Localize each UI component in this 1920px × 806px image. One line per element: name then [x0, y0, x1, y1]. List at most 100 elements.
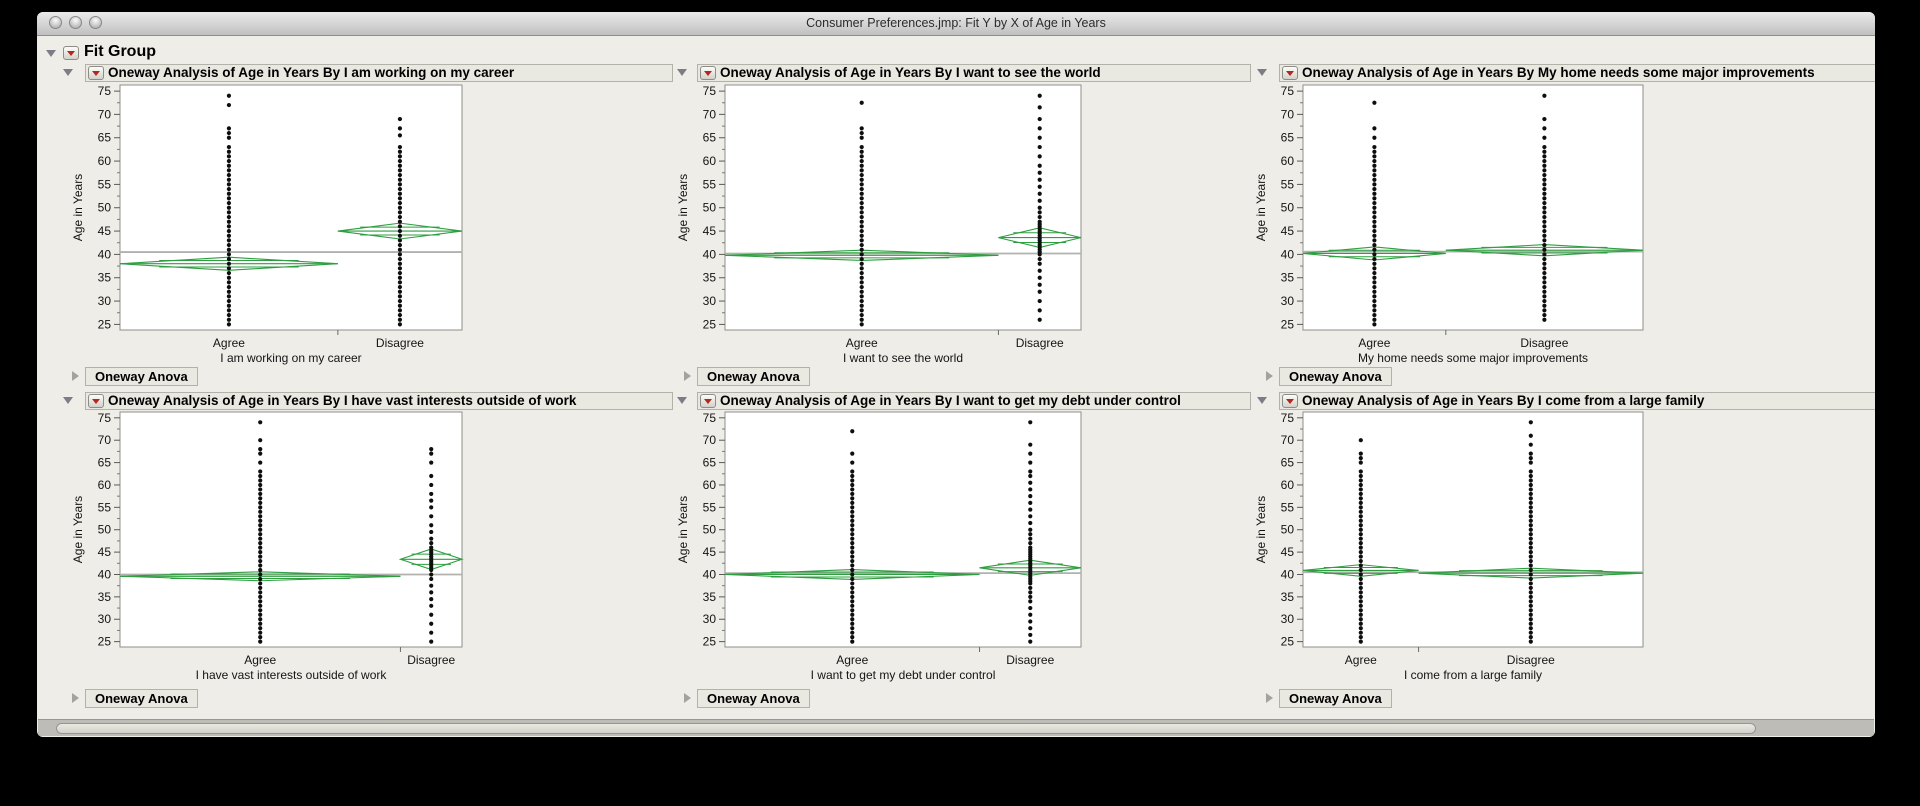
data-point[interactable]	[1528, 487, 1533, 492]
data-point[interactable]	[397, 219, 403, 224]
data-point[interactable]	[429, 545, 434, 550]
data-point[interactable]	[258, 491, 263, 497]
data-point[interactable]	[1028, 619, 1033, 624]
data-point[interactable]	[859, 233, 864, 238]
data-point[interactable]	[850, 541, 855, 546]
data-point[interactable]	[226, 224, 232, 229]
data-point[interactable]	[429, 460, 434, 465]
data-point[interactable]	[226, 317, 232, 322]
data-point[interactable]	[1358, 608, 1363, 613]
data-point[interactable]	[1037, 170, 1042, 175]
data-point[interactable]	[429, 482, 434, 488]
data-point[interactable]	[1372, 233, 1377, 238]
data-point[interactable]	[1028, 527, 1033, 532]
data-point[interactable]	[1372, 312, 1377, 318]
data-point[interactable]	[859, 186, 864, 192]
data-point[interactable]	[429, 590, 434, 595]
data-point[interactable]	[850, 585, 855, 591]
data-point[interactable]	[1528, 500, 1533, 505]
data-point[interactable]	[1028, 480, 1033, 485]
data-point[interactable]	[859, 149, 864, 154]
data-point[interactable]	[850, 500, 855, 505]
data-point[interactable]	[1037, 135, 1042, 140]
data-point[interactable]	[1542, 186, 1547, 192]
data-point[interactable]	[1528, 509, 1533, 514]
data-point[interactable]	[850, 491, 855, 497]
data-point[interactable]	[859, 163, 864, 168]
data-point[interactable]	[397, 182, 403, 187]
data-point[interactable]	[258, 473, 263, 479]
data-point[interactable]	[1528, 473, 1533, 479]
data-point[interactable]	[1037, 105, 1042, 110]
data-point[interactable]	[850, 429, 855, 434]
oneway-anova-header[interactable]: Oneway Anova	[1279, 689, 1392, 708]
data-point[interactable]	[859, 252, 864, 257]
data-point[interactable]	[1372, 280, 1377, 285]
data-point[interactable]	[429, 621, 434, 626]
anova-disclosure-icon[interactable]	[1266, 693, 1273, 703]
horizontal-scrollbar-track[interactable]	[38, 719, 1874, 736]
data-point[interactable]	[1542, 298, 1547, 304]
data-point[interactable]	[1037, 289, 1042, 294]
data-point[interactable]	[1542, 228, 1547, 234]
data-point[interactable]	[1542, 224, 1547, 229]
data-point[interactable]	[1528, 567, 1533, 573]
data-point[interactable]	[1528, 478, 1533, 483]
data-point[interactable]	[859, 154, 864, 159]
data-point[interactable]	[859, 196, 864, 201]
data-point[interactable]	[1528, 590, 1533, 595]
data-point[interactable]	[1358, 563, 1363, 568]
data-point[interactable]	[1372, 149, 1377, 154]
data-point[interactable]	[1358, 491, 1363, 497]
data-point[interactable]	[226, 256, 232, 262]
data-point[interactable]	[397, 233, 403, 238]
data-point[interactable]	[226, 196, 232, 201]
data-point[interactable]	[258, 576, 263, 582]
data-point[interactable]	[1358, 500, 1363, 505]
data-point[interactable]	[397, 126, 403, 131]
data-point[interactable]	[1028, 514, 1033, 519]
data-point[interactable]	[397, 275, 403, 280]
data-point[interactable]	[1358, 576, 1363, 582]
data-point[interactable]	[1358, 514, 1363, 519]
data-point[interactable]	[1358, 505, 1363, 510]
data-point[interactable]	[1028, 487, 1033, 492]
data-point[interactable]	[429, 536, 434, 541]
panel-disclosure-icon[interactable]	[677, 69, 687, 76]
data-point[interactable]	[397, 205, 403, 210]
data-point[interactable]	[850, 451, 855, 456]
data-point[interactable]	[1542, 238, 1547, 243]
data-point[interactable]	[258, 518, 263, 523]
data-point[interactable]	[1372, 308, 1377, 313]
data-point[interactable]	[859, 242, 864, 248]
data-point[interactable]	[1358, 541, 1363, 546]
data-point[interactable]	[258, 639, 263, 644]
data-point[interactable]	[226, 266, 232, 271]
data-point[interactable]	[1372, 163, 1377, 168]
data-point[interactable]	[226, 149, 232, 154]
data-point[interactable]	[1358, 612, 1363, 617]
data-point[interactable]	[258, 514, 263, 519]
data-point[interactable]	[397, 256, 403, 262]
data-point[interactable]	[1528, 433, 1533, 438]
data-point[interactable]	[859, 275, 864, 280]
data-point[interactable]	[226, 210, 232, 215]
panel-disclosure-icon[interactable]	[63, 69, 73, 76]
data-point[interactable]	[1372, 270, 1377, 276]
data-point[interactable]	[1358, 585, 1363, 591]
data-point[interactable]	[258, 626, 263, 631]
data-point[interactable]	[1542, 135, 1547, 140]
data-point[interactable]	[1358, 478, 1363, 483]
data-point[interactable]	[1542, 172, 1547, 178]
data-point[interactable]	[258, 541, 263, 546]
data-point[interactable]	[859, 228, 864, 234]
data-point[interactable]	[1358, 473, 1363, 479]
data-point[interactable]	[1528, 572, 1533, 577]
data-point[interactable]	[397, 177, 403, 182]
data-point[interactable]	[1372, 242, 1377, 248]
data-point[interactable]	[1372, 186, 1377, 192]
data-point[interactable]	[1542, 214, 1547, 220]
data-point[interactable]	[1028, 605, 1033, 611]
data-point[interactable]	[1037, 214, 1042, 220]
data-point[interactable]	[1037, 93, 1042, 98]
